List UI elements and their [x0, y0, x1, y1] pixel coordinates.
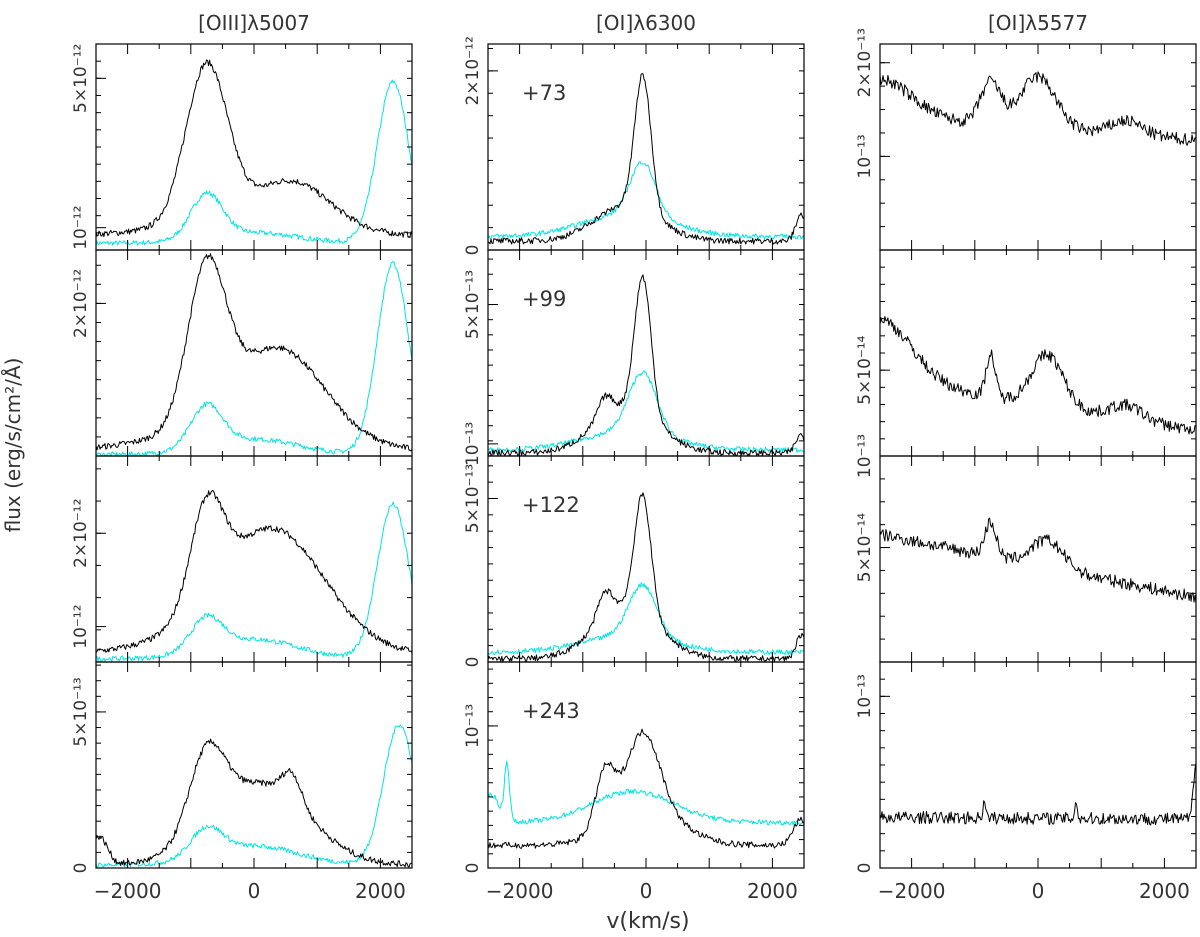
- y-tick-label: 2×10⁻¹²: [71, 499, 91, 568]
- observed-trace: [487, 274, 805, 457]
- y-tick-label: 2×10⁻¹³: [855, 28, 875, 97]
- panel-c3-r2: 10⁻¹³ 5×10⁻¹⁴: [855, 249, 1197, 478]
- x-tick-label: 2000: [747, 879, 798, 903]
- comparison-trace: [487, 161, 805, 240]
- x-axis-label: v(km/s): [606, 909, 689, 934]
- x-tick-label: 0: [640, 879, 653, 903]
- y-tick-label: 0: [463, 863, 483, 874]
- y-tick-label: 5×10⁻¹³: [71, 677, 91, 746]
- column-title-2: [OI]λ6300: [596, 11, 696, 35]
- observed-trace: [487, 728, 805, 849]
- panel-c2-r2: 10⁻¹³ 5×10⁻¹³ +99: [463, 249, 805, 466]
- observed-trace: [879, 71, 1197, 146]
- y-tick-label: 5×10⁻¹³: [463, 270, 483, 339]
- observed-trace: [487, 492, 805, 663]
- panel-frame: [487, 455, 805, 663]
- x-tick-label: −2000: [94, 879, 162, 903]
- y-tick-label: 10⁻¹²: [71, 604, 91, 648]
- y-tick-label: 2×10⁻¹²: [71, 269, 91, 338]
- panel-c1-r2: 2×10⁻¹²: [71, 249, 413, 457]
- panel-c2-r4: 010⁻¹³ +243−2000 0 2000: [463, 661, 805, 903]
- y-tick-label: 0: [463, 657, 483, 668]
- comparison-trace: [487, 760, 805, 826]
- x-tick-label: 0: [1032, 879, 1045, 903]
- y-tick-label: 10⁻¹³: [463, 704, 483, 748]
- panel-frame: [95, 455, 413, 663]
- comparison-trace: [95, 724, 413, 868]
- y-tick-label: 0: [71, 863, 91, 874]
- x-tick-label: 2000: [355, 879, 406, 903]
- panel-frame: [879, 661, 1197, 869]
- panel-c1-r3: 10⁻¹² 2×10⁻¹²: [71, 455, 413, 663]
- panel-frame: [487, 43, 805, 251]
- panel-frame: [95, 661, 413, 869]
- observed-trace: [487, 73, 805, 245]
- panel-frame: [95, 249, 413, 457]
- y-tick-label: 10⁻¹²: [71, 206, 91, 250]
- y-tick-label: 10⁻¹³: [463, 422, 483, 466]
- comparison-trace: [487, 370, 805, 453]
- day-annotation: +73: [522, 81, 566, 105]
- panel-frame: [487, 661, 805, 869]
- y-tick-label: 0: [855, 863, 875, 874]
- panel-c2-r1: 0 2×10⁻¹² +73: [463, 36, 805, 256]
- x-tick-label: −2000: [878, 879, 946, 903]
- observed-trace: [879, 517, 1197, 604]
- observed-trace: [879, 316, 1197, 435]
- y-tick-label: 5×10⁻¹⁴: [855, 513, 875, 582]
- panel-frame: [879, 249, 1197, 457]
- observed-trace: [95, 59, 413, 239]
- observed-trace: [95, 489, 413, 653]
- y-tick-label: 10⁻¹³: [855, 434, 875, 478]
- y-tick-label: 0: [463, 245, 483, 256]
- panel-c3-r4: 010⁻¹³−2000 0 2000: [855, 661, 1197, 903]
- y-tick-label: 5×10⁻¹³: [463, 464, 483, 533]
- observed-trace: [95, 253, 413, 452]
- panel-c3-r1: 10⁻¹³ 2×10⁻¹³: [855, 28, 1197, 251]
- x-tick-label: 2000: [1139, 879, 1190, 903]
- y-axis-label: flux (erg/s/cm²/Å): [1, 358, 25, 533]
- panel-frame: [95, 43, 413, 251]
- comparison-trace: [487, 582, 804, 656]
- panel-c1-r4: 05×10⁻¹³−2000 0 2000: [71, 661, 413, 903]
- observed-trace: [879, 763, 1197, 826]
- day-annotation: +243: [522, 699, 580, 723]
- panel-c3-r3: 5×10⁻¹⁴: [855, 455, 1197, 663]
- y-tick-label: 10⁻¹³: [855, 674, 875, 718]
- panel-frame: [487, 249, 805, 457]
- y-tick-label: 5×10⁻¹²: [71, 44, 91, 113]
- panel-c2-r3: 0 5×10⁻¹³ +122: [463, 455, 805, 668]
- x-tick-label: −2000: [486, 879, 554, 903]
- panel-grid: [OIII]λ5007 [OI]λ6300 [OI]λ5577 10⁻¹² 5×10⁻¹…: [71, 11, 1197, 903]
- observed-trace: [95, 738, 413, 868]
- panel-frame: [879, 455, 1197, 663]
- y-tick-label: 2×10⁻¹²: [463, 36, 483, 105]
- comparison-trace: [95, 260, 413, 457]
- day-annotation: +122: [522, 493, 580, 517]
- comparison-trace: [95, 79, 413, 246]
- panel-c1-r1: 10⁻¹² 5×10⁻¹²: [71, 43, 413, 251]
- y-tick-label: 10⁻¹³: [855, 134, 875, 178]
- column-title-3: [OI]λ5577: [988, 11, 1088, 35]
- day-annotation: +99: [522, 287, 566, 311]
- column-title-1: [OIII]λ5007: [198, 11, 310, 35]
- comparison-trace: [95, 501, 413, 662]
- x-tick-label: 0: [248, 879, 261, 903]
- y-tick-label: 5×10⁻¹⁴: [855, 335, 875, 404]
